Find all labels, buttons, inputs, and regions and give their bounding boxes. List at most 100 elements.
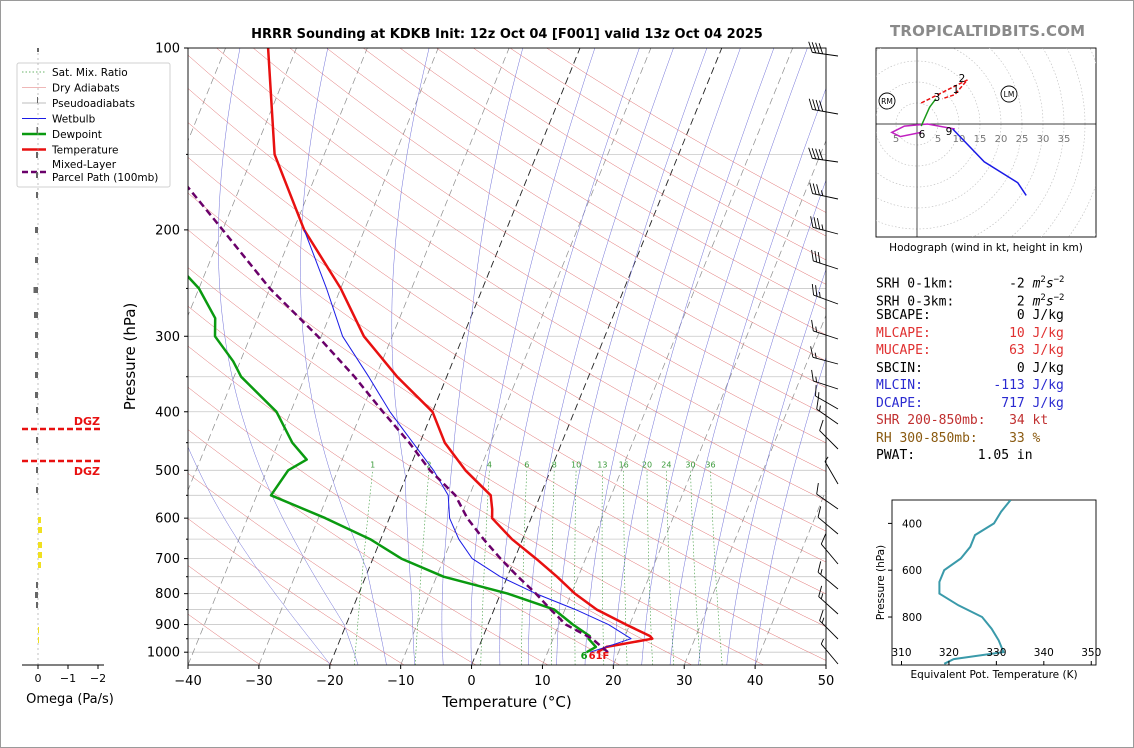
srh-unit: m	[1032, 276, 1041, 292]
isotherm-line	[754, 489, 826, 665]
wind-barb	[810, 216, 839, 235]
surface-temperature-label: 61F	[589, 651, 610, 662]
srh-03km-value: 2	[1016, 293, 1025, 309]
isotherm-line	[0, 48, 13, 665]
wind-barb-shaft	[818, 596, 839, 615]
legend-parcel-path-label-2: Parcel Path (100mb)	[52, 172, 158, 184]
dry-adiabat-line	[289, 48, 826, 388]
omega-bar-positive	[38, 562, 41, 568]
sbcin-label: SBCIN:	[876, 360, 923, 376]
legend-wetbulb-label: Wetbulb	[52, 114, 96, 126]
x-tick-label: 30	[676, 674, 693, 689]
wind-barb	[816, 482, 839, 510]
wind-barb-shaft	[813, 260, 839, 270]
pseudoadiabat-line	[499, 48, 640, 665]
legend-pseudoadiabats-label: Pseudoadiabats	[52, 98, 135, 110]
omega-bar	[36, 192, 38, 198]
wind-barb-half	[819, 291, 821, 298]
dry-adiabat-line	[188, 88, 826, 502]
omega-bar-positive	[38, 552, 42, 558]
mixing-ratio-label: 8	[552, 460, 557, 469]
omega-bar	[36, 172, 38, 178]
x-tick-label: 0	[467, 674, 475, 689]
storm-motion-marker	[1000, 85, 1018, 103]
wind-barb	[811, 369, 839, 390]
wind-barb-flag	[808, 98, 813, 110]
y-tick-label: 500	[155, 464, 180, 479]
pseudoadiabat-line	[300, 48, 387, 665]
pseudoadiabat-line	[726, 268, 826, 665]
omega-bar	[36, 582, 38, 588]
mixing-ratio-label: 10	[571, 460, 581, 469]
omega-bar	[35, 227, 38, 233]
mlcape-row: MLCAPE: 10 J/kg	[876, 325, 1064, 343]
mixing-ratio-line	[414, 470, 430, 665]
wind-barb-flag	[817, 252, 821, 264]
wind-barb-shaft	[812, 356, 839, 365]
wind-barb-flag	[808, 147, 813, 159]
omega-bar	[35, 392, 38, 398]
wind-barb-shaft	[812, 193, 839, 200]
rh-row: RH 300-850mb: 33 %	[876, 430, 1064, 448]
dcape-value: 717 J/kg	[1001, 395, 1064, 411]
x-tick-label: −20	[316, 674, 343, 689]
rh-value: 33 %	[1009, 430, 1041, 446]
y-tick-label: 800	[155, 587, 180, 602]
omega-bar	[35, 352, 38, 358]
wind-barb-half	[819, 405, 821, 412]
legend-dry-adiabats-label: Dry Adiabats	[52, 83, 120, 95]
pseudoadiabat-line	[556, 48, 708, 665]
wind-barb-shaft	[819, 620, 839, 640]
wind-barb-shaft	[812, 109, 839, 115]
wind-barb-shaft	[819, 430, 839, 450]
mixing-ratio-line	[690, 470, 701, 665]
wind-barb-flag	[814, 250, 818, 263]
wind-barb	[824, 456, 839, 485]
x-tick-label: 50	[818, 674, 835, 689]
sbcape-label: SBCAPE:	[876, 308, 931, 323]
hodograph-ring-label: 20	[995, 134, 1008, 145]
wind-barb-flag	[818, 43, 824, 54]
hodograph-trace-blue	[952, 128, 1027, 196]
hodograph-panel: 5 5 10 15 20 25 30 35 213 6 9 RM LM Hodograph (wind i…	[875, 47, 1097, 254]
mixing-ratio-line	[666, 470, 675, 665]
legend-box	[16, 62, 171, 188]
wind-barb-flag	[811, 319, 814, 332]
wind-barb-shaft	[820, 643, 839, 665]
omega-bar-positive	[38, 637, 39, 643]
x-tick-label: −40	[174, 674, 201, 689]
storm-motion-label: RM	[881, 97, 893, 106]
wind-barb-shaft	[813, 330, 839, 340]
theta-e-panel: 400 600 800 310 320 330 340 350 Equivalent Pot. …	[875, 499, 1101, 681]
wind-barb-half	[814, 352, 817, 359]
y-tick-label: 300	[155, 330, 180, 345]
pseudoadiabat-line	[754, 356, 826, 665]
omega-bar	[36, 467, 38, 473]
dry-adiabat-line	[188, 429, 549, 665]
pseudoadiabat-line	[441, 48, 524, 665]
theta-e-x-tick-label: 340	[1034, 647, 1054, 659]
hodograph-ring-label: 30	[1037, 134, 1050, 145]
wind-barb-shaft	[812, 226, 839, 235]
wind-barb-flag	[810, 216, 814, 228]
wind-barb-flag	[815, 99, 820, 111]
hodograph-height-label: 6	[919, 129, 926, 141]
wind-barb-half	[820, 190, 824, 196]
mixing-ratio-label: 30	[685, 460, 695, 469]
wind-barb-half	[818, 392, 820, 398]
wind-barb	[811, 249, 839, 270]
wind-barb-flag	[808, 41, 813, 53]
wind-barb	[808, 147, 839, 163]
mixing-ratio-label: 36	[705, 460, 715, 469]
wind-barb-shaft	[816, 493, 839, 510]
wind-barb-flag	[812, 183, 817, 195]
wind-barb	[817, 561, 839, 590]
pseudoadiabat-line	[698, 179, 826, 665]
sbcape-row: SBCAPE: 0 J/kg	[876, 307, 1064, 325]
mlcin-row: MLCIN: -113 J/kg	[876, 377, 1064, 395]
dgz-label: DGZ	[74, 415, 100, 428]
wind-barb-half	[821, 617, 825, 624]
chart-title: HRRR Sounding at KDKB Init: 12z Oct 04 […	[251, 27, 763, 42]
omega-bar-positive	[38, 517, 41, 523]
